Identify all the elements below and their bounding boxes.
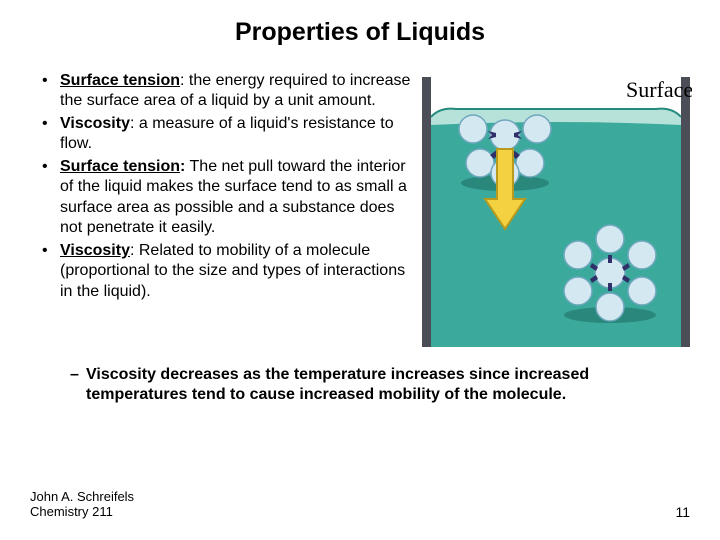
term: Surface tension (60, 72, 180, 89)
liquid-diagram: Surface (420, 71, 692, 351)
footer-author: John A. Schreifels (30, 489, 134, 505)
page-title: Properties of Liquids (30, 18, 690, 47)
liquid-svg: Surface (420, 71, 692, 351)
bullet-item: Surface tension: the energy required to … (38, 71, 412, 112)
content-row: Surface tension: the energy required to … (30, 71, 690, 351)
bullet-item: Viscosity: Related to mobility of a mole… (38, 241, 412, 302)
bullet-list: Surface tension: the energy required to … (30, 71, 412, 302)
bullet-item: Surface tension: The net pull toward the… (38, 157, 412, 239)
footer-left: John A. Schreifels Chemistry 211 (30, 489, 134, 520)
footer-course: Chemistry 211 (30, 504, 134, 520)
footer: John A. Schreifels Chemistry 211 11 (30, 489, 690, 520)
text-column: Surface tension: the energy required to … (30, 71, 412, 351)
bullet-item: Viscosity: a measure of a liquid's resis… (38, 114, 412, 155)
term: Viscosity (60, 242, 130, 259)
page-number: 11 (675, 504, 690, 520)
term: Viscosity (60, 115, 130, 132)
term: Surface tension (60, 158, 180, 175)
sub-bullet-item: Viscosity decreases as the temperature i… (70, 365, 690, 406)
surface-label: Surface (626, 77, 692, 102)
sub-bullet-list: Viscosity decreases as the temperature i… (30, 365, 690, 406)
figure-column: Surface (420, 71, 692, 351)
slide: Properties of Liquids Surface tension: t… (0, 0, 720, 540)
